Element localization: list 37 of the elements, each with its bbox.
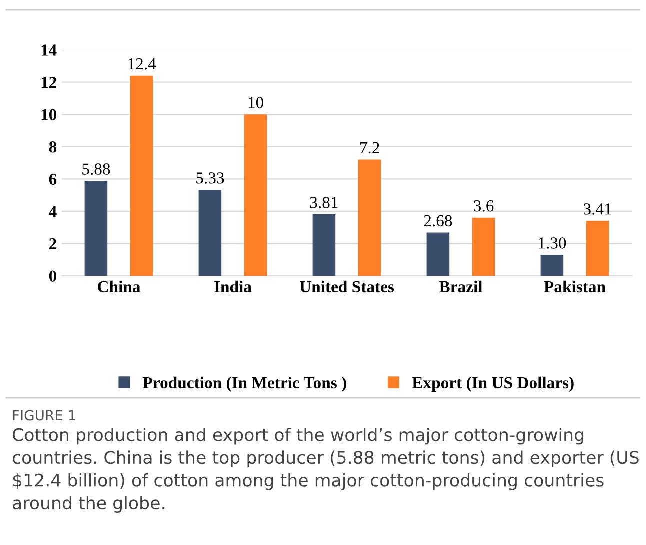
legend-label: Production (In Metric Tons ) — [143, 376, 346, 392]
legend-label: Export (In US Dollars) — [412, 376, 574, 392]
x-tick-label: United States — [300, 280, 394, 293]
y-tick-label: 0 — [49, 270, 57, 282]
bar — [358, 160, 382, 276]
data-label: 3.81 — [310, 197, 338, 208]
bar — [586, 220, 610, 276]
data-label: 5.33 — [196, 172, 224, 184]
data-label: 7.2 — [360, 142, 380, 154]
x-tick-label: Brazil — [440, 280, 482, 293]
data-label: 5.88 — [82, 164, 110, 175]
data-label: 10 — [248, 97, 264, 108]
x-tick-label: China — [98, 280, 141, 293]
bar — [84, 181, 108, 276]
data-label: 12.4 — [128, 58, 156, 70]
y-tick-label: 14 — [42, 44, 57, 56]
y-tick-label: 12 — [42, 77, 56, 88]
bar — [472, 218, 496, 276]
y-tick-label: 4 — [49, 206, 57, 218]
x-tick-label: India — [214, 280, 252, 293]
data-label: 1.30 — [539, 238, 566, 249]
caption: FIGURE 1 — [13, 410, 76, 421]
y-tick-label: 2 — [50, 238, 56, 250]
bar — [130, 76, 154, 276]
bar — [312, 214, 336, 276]
data-label: 3.41 — [584, 204, 612, 215]
bar — [540, 255, 564, 276]
x-tick-label: Pakistan — [544, 280, 606, 293]
y-tick-label: 10 — [42, 109, 57, 121]
bar — [426, 232, 450, 276]
y-tick-label: 6 — [49, 174, 57, 186]
data-label: 3.6 — [474, 200, 494, 212]
text: Cotton production and export of the world’s major cotton-growing countries. China is the top producer (5.88 metric tons) and exporter (US $12.4 billion) of cotton among the major cotton-producing countries around the globe. — [12, 428, 639, 514]
bar — [244, 114, 268, 276]
data-label: 2.68 — [424, 215, 452, 227]
bar — [198, 190, 222, 276]
y-tick-label: 8 — [49, 142, 57, 153]
